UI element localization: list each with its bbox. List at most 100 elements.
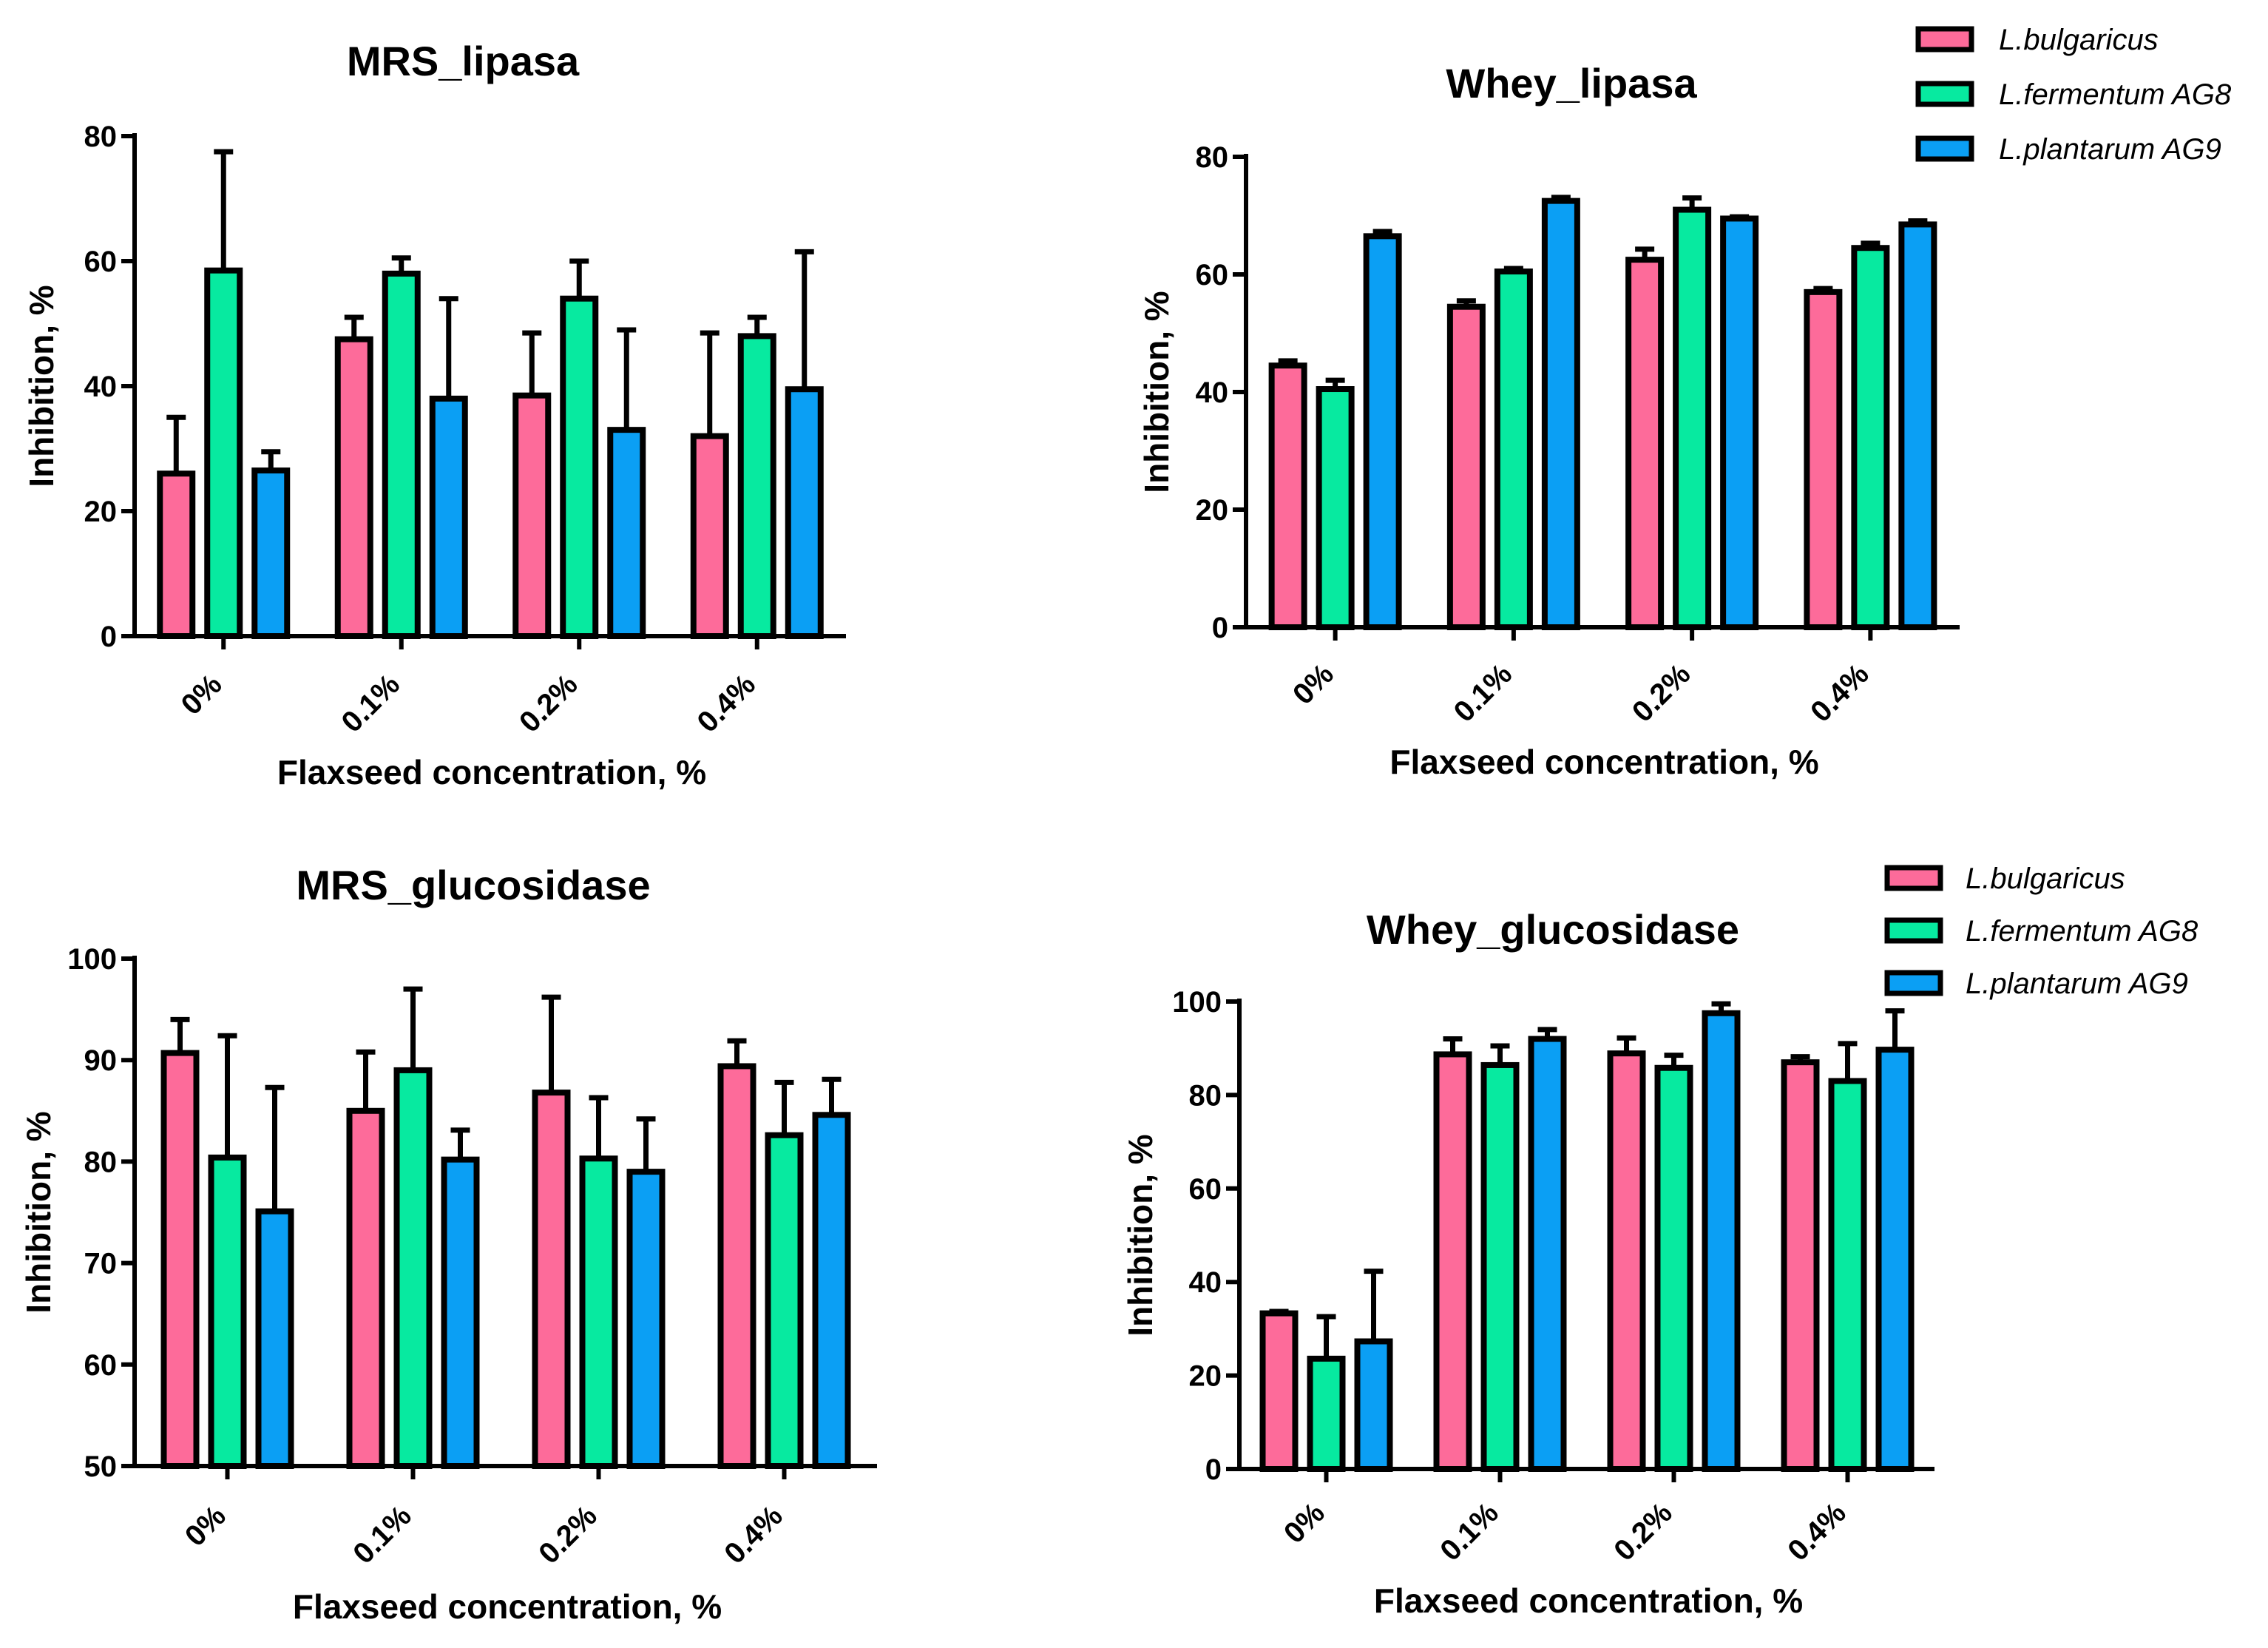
y-tick-label: 20 — [1189, 1360, 1222, 1393]
x-tick-label: 0.4% — [718, 1499, 789, 1570]
x-tick-label: 0.1% — [1448, 658, 1519, 729]
chart-title: Whey_glucosidase — [1367, 906, 1739, 953]
y-tick-label: 0 — [101, 621, 117, 653]
legend-label: L.bulgaricus — [1966, 862, 2125, 895]
y-tick-label: 100 — [67, 943, 117, 976]
x-tick-label: 0.2% — [532, 1499, 603, 1570]
x-tick-label: 0.1% — [347, 1499, 418, 1570]
y-tick-label: 60 — [1196, 259, 1229, 291]
y-tick-label: 40 — [1189, 1266, 1222, 1299]
bar-l-fermentum-ag8 — [560, 295, 599, 639]
y-tick-label: 100 — [1172, 986, 1222, 1019]
y-axis-label: Inhibition, % — [19, 1111, 58, 1313]
bar-l-plantarum-ag9 — [251, 467, 291, 640]
bar-l-bulgaricus — [1781, 1059, 1820, 1473]
chart-panel-3: MRS_glucosidase Inhibition, % Flaxseed con… — [19, 862, 877, 1626]
y-axis-label: Inhibition, % — [22, 285, 61, 487]
legend-label: L.bulgaricus — [1999, 24, 2159, 56]
y-tick-label: 90 — [84, 1044, 118, 1077]
bar-l-plantarum-ag9 — [785, 386, 824, 639]
x-tick-label: 0% — [1278, 1496, 1331, 1550]
bar-l-plantarum-ag9 — [626, 1169, 666, 1469]
legend-swatch — [1915, 26, 1974, 53]
bar-l-bulgaricus — [334, 336, 373, 639]
x-tick-label: 0% — [179, 1499, 232, 1553]
bar-l-plantarum-ag9 — [441, 1156, 480, 1469]
bar-l-bulgaricus — [1259, 1310, 1299, 1472]
x-tick-label: 0.1% — [336, 668, 407, 739]
legend-swatch — [1915, 135, 1974, 162]
y-tick-label: 40 — [84, 371, 118, 403]
bar-l-fermentum-ag8 — [1307, 1355, 1346, 1473]
x-axis-label: Flaxseed concentration, % — [293, 1587, 722, 1626]
bar-l-plantarum-ag9 — [1354, 1338, 1393, 1472]
x-tick-label: 0.2% — [1626, 658, 1697, 729]
legend-swatch — [1884, 917, 1943, 944]
bar-l-plantarum-ag9 — [1528, 1036, 1567, 1473]
bar-l-bulgaricus — [717, 1063, 756, 1469]
y-axis-label: Inhibition, % — [1137, 291, 1176, 493]
bar-l-bulgaricus — [512, 392, 552, 639]
legend: L.bulgaricus L.fermentum AG8 L.plantarum A… — [1915, 24, 2232, 166]
chart-panel-2: Whey_lipasa Inhibition, % Flaxseed concent… — [1137, 24, 2232, 781]
y-tick-label: 50 — [84, 1451, 118, 1483]
bar-l-fermentum-ag8 — [393, 1067, 433, 1470]
y-tick-label: 0 — [1205, 1453, 1222, 1486]
bar-l-fermentum-ag8 — [737, 333, 776, 639]
y-tick-label: 60 — [1189, 1173, 1222, 1206]
x-axis-label: Flaxseed concentration, % — [1389, 743, 1818, 781]
bar-l-plantarum-ag9 — [1875, 1047, 1915, 1472]
bar-l-fermentum-ag8 — [1654, 1064, 1693, 1472]
y-tick-label: 60 — [84, 1349, 118, 1382]
legend-label: L.plantarum AG9 — [1999, 133, 2221, 166]
x-tick-label: 0.2% — [1608, 1496, 1679, 1567]
bar-l-fermentum-ag8 — [1316, 386, 1355, 631]
bar-l-fermentum-ag8 — [382, 270, 421, 639]
bar-l-bulgaricus — [1446, 303, 1486, 630]
legend-label: L.plantarum AG9 — [1966, 967, 2188, 1000]
bar-l-plantarum-ag9 — [1541, 197, 1580, 630]
x-tick-label: 0.2% — [513, 668, 584, 739]
bar-l-fermentum-ag8 — [579, 1155, 618, 1470]
bar-l-bulgaricus — [532, 1090, 571, 1469]
y-tick-label: 20 — [1196, 494, 1229, 527]
y-tick-label: 40 — [1196, 376, 1229, 409]
bar-l-plantarum-ag9 — [1702, 1010, 1741, 1473]
bar-l-fermentum-ag8 — [1494, 269, 1533, 630]
bar-l-plantarum-ag9 — [429, 395, 468, 640]
chart-title: MRS_glucosidase — [296, 862, 650, 908]
x-tick-label: 0.4% — [1781, 1496, 1852, 1567]
chart-panel-1: MRS_lipasa Inhibition, % Flaxseed concentr… — [22, 38, 846, 791]
bar-l-plantarum-ag9 — [812, 1112, 851, 1469]
x-axis-label: Flaxseed concentration, % — [277, 753, 706, 791]
y-tick-label: 80 — [84, 121, 118, 153]
bar-l-bulgaricus — [346, 1107, 385, 1470]
x-tick-label: 0.4% — [1804, 658, 1875, 729]
x-tick-label: 0.1% — [1434, 1496, 1505, 1567]
bar-l-plantarum-ag9 — [255, 1208, 294, 1470]
bar-l-bulgaricus — [1433, 1051, 1472, 1472]
bar-l-plantarum-ag9 — [1898, 221, 1937, 630]
legend-swatch — [1884, 865, 1943, 891]
y-tick-label: 80 — [1189, 1079, 1222, 1112]
bar-l-plantarum-ag9 — [1363, 233, 1402, 630]
x-tick-label: 0% — [1287, 658, 1340, 711]
bar-l-fermentum-ag8 — [208, 1154, 247, 1469]
bar-l-fermentum-ag8 — [204, 267, 243, 639]
x-axis-label: Flaxseed concentration, % — [1374, 1581, 1803, 1620]
chart-title: MRS_lipasa — [347, 38, 580, 84]
bar-l-bulgaricus — [690, 433, 729, 639]
bar-l-bulgaricus — [1268, 362, 1307, 630]
bar-l-bulgaricus — [1804, 288, 1843, 630]
legend-label: L.fermentum AG8 — [1966, 915, 2198, 948]
y-tick-label: 60 — [84, 246, 118, 278]
bar-l-fermentum-ag8 — [1673, 206, 1712, 630]
bar-l-bulgaricus — [1607, 1050, 1646, 1472]
y-tick-label: 80 — [84, 1146, 118, 1178]
x-tick-label: 0% — [175, 668, 229, 721]
bar-l-fermentum-ag8 — [1480, 1061, 1520, 1472]
bar-l-bulgaricus — [157, 470, 196, 639]
legend-swatch — [1915, 81, 1974, 107]
bar-l-plantarum-ag9 — [1720, 215, 1759, 631]
